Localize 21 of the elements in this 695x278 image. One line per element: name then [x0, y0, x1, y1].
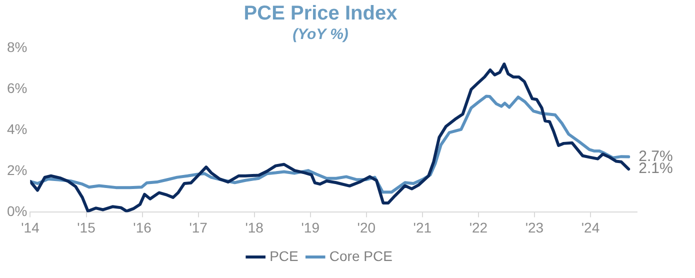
- y-tick-label: 4%: [7, 120, 28, 137]
- x-tick-label: '20: [357, 219, 376, 236]
- x-tick-label: '19: [301, 219, 320, 236]
- x-tick-label: '22: [469, 219, 488, 236]
- x-tick-label: '17: [189, 219, 208, 236]
- y-tick-label: 8%: [7, 38, 28, 55]
- x-tick-label: '18: [245, 219, 264, 236]
- y-tick-label: 0%: [7, 203, 28, 220]
- x-tick-label: '24: [581, 219, 600, 236]
- annotation: 2.1%: [638, 160, 673, 178]
- y-tick-label: 6%: [7, 80, 28, 96]
- y-tick-label: 2%: [7, 162, 28, 178]
- x-tick-label: '15: [77, 219, 96, 236]
- chart-subtitle: (YoY %): [292, 26, 348, 44]
- x-tick-label: '16: [133, 219, 152, 236]
- chart-title: PCE Price Index: [244, 2, 398, 25]
- x-tick-label: '21: [413, 219, 432, 236]
- x-tick-label: '23: [525, 219, 544, 236]
- legend-label: PCE: [270, 248, 298, 264]
- x-tick-label: '14: [21, 219, 40, 236]
- legend-label: Core PCE: [329, 248, 392, 264]
